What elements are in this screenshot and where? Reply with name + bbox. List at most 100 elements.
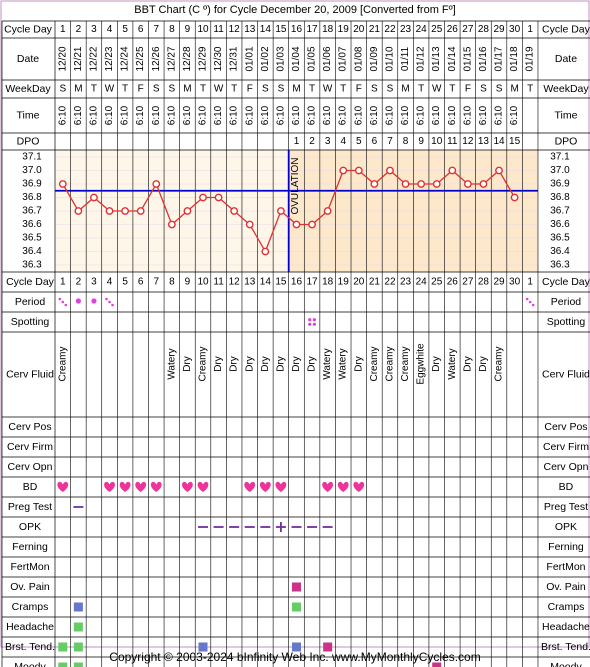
cycle_day-cell: 19 xyxy=(338,24,350,35)
row-label-right-dpo: DPO xyxy=(555,136,578,148)
temperature-point xyxy=(308,220,316,229)
row-label-right-moody: Moody xyxy=(550,661,582,667)
weekday-cell: S xyxy=(278,84,285,95)
bottom-cycle-day: 17 xyxy=(307,277,319,288)
headache-marker xyxy=(73,622,83,632)
row-label-bd: BD xyxy=(23,481,38,493)
row-label-right-cycle_day: Cycle Day xyxy=(542,24,590,36)
y-tick-label-right: 36.6 xyxy=(550,219,570,230)
weekday-cell: S xyxy=(496,84,503,95)
date-cell: 01/04 xyxy=(291,46,302,71)
y-tick-label-right: 36.9 xyxy=(550,179,570,190)
date-cell: 12/27 xyxy=(166,46,177,71)
dpo-cell: 13 xyxy=(478,136,490,147)
row-label-ferning: Ferning xyxy=(12,541,48,553)
moody-marker xyxy=(58,662,68,667)
date-cell: 12/23 xyxy=(104,46,115,71)
cycle_day-cell: 30 xyxy=(509,24,521,35)
bd-heart-icon xyxy=(119,481,131,492)
bottom-cycle-day: 1 xyxy=(527,277,533,288)
row-label-right-date: Date xyxy=(555,53,577,65)
row-label-right-fertmon: FertMon xyxy=(546,561,585,573)
bottom-cycle-day: 6 xyxy=(138,277,144,288)
bottom-cycle-day: 11 xyxy=(213,277,224,288)
temperature-point xyxy=(510,193,519,202)
bottom-cycle-day: 10 xyxy=(197,277,209,288)
y-tick-label: 36.4 xyxy=(22,246,42,257)
y-tick-label-right: 36.8 xyxy=(550,192,570,203)
bottom-cycle-day: 21 xyxy=(369,277,381,288)
bottom-cycle-day: 24 xyxy=(416,277,428,288)
y-tick-label: 36.6 xyxy=(22,219,42,230)
weekday-cell: T xyxy=(122,84,128,95)
row-label-cycle_day: Cycle Day xyxy=(4,24,53,36)
weekday-cell: S xyxy=(169,84,176,95)
temperature-point xyxy=(261,247,270,256)
cycle_day-cell: 5 xyxy=(122,24,128,35)
period-spot-marker xyxy=(64,303,68,307)
temperature-point xyxy=(121,207,130,215)
y-tick-label-right: 36.7 xyxy=(550,206,570,217)
cerv-fluid-cell: Creamy xyxy=(400,346,411,381)
y-tick-label: 37.1 xyxy=(22,152,42,163)
footer-copyright: Copyright © 2003-2024 bInfinity Web Inc.… xyxy=(109,650,480,664)
date-cell: 01/03 xyxy=(275,46,286,71)
bd-heart-icon xyxy=(337,481,349,492)
time-cell: 6:10 xyxy=(462,105,473,125)
breast-tenderness-marker xyxy=(323,642,333,652)
row-label-right-ferning: Ferning xyxy=(548,541,584,553)
cycle_day-cell: 25 xyxy=(431,24,443,35)
period-spot-marker xyxy=(61,300,65,304)
weekday-cell: W xyxy=(105,84,115,95)
row-label-right-time: Time xyxy=(555,110,578,122)
weekday-cell: F xyxy=(356,84,362,95)
temperature-point xyxy=(386,166,394,175)
temperature-point xyxy=(354,166,363,175)
date-cell: 12/31 xyxy=(229,46,240,71)
cycle_day-cell: 13 xyxy=(244,24,256,35)
dpo-cell: 12 xyxy=(462,136,474,147)
bottom-cycle-day: 12 xyxy=(229,277,241,288)
bd-heart-icon xyxy=(104,481,115,492)
y-tick-label: 36.3 xyxy=(22,260,42,271)
cycle_day-cell: 3 xyxy=(91,24,97,35)
cycle_day-cell: 6 xyxy=(138,24,144,35)
row-label-right-ov_pain: Ov. Pain xyxy=(546,581,586,593)
date-cell: 12/25 xyxy=(135,46,146,71)
spotting-marker xyxy=(308,322,312,326)
dpo-cell: 9 xyxy=(418,136,424,147)
temperature-point xyxy=(183,207,192,215)
y-tick-label: 36.7 xyxy=(22,206,42,217)
temperature-point xyxy=(463,180,472,188)
dpo-cell: 6 xyxy=(372,136,378,147)
dpo-cell: 8 xyxy=(403,136,409,147)
cerv-fluid-cell: Dry xyxy=(260,356,271,372)
weekday-cell: S xyxy=(387,84,394,95)
time-cell: 6:10 xyxy=(400,105,411,125)
cycle_day-cell: 1 xyxy=(60,24,66,35)
cycle_day-cell: 23 xyxy=(400,24,412,35)
row-label-cramps: Cramps xyxy=(12,601,49,613)
date-cell: 12/26 xyxy=(151,46,162,71)
cycle_day-cell: 1 xyxy=(527,24,533,35)
time-cell: 6:10 xyxy=(166,105,177,125)
y-tick-label: 36.5 xyxy=(22,233,42,244)
weekday-cell: F xyxy=(138,84,144,95)
period-spot-marker xyxy=(105,297,108,301)
breast-tenderness-marker xyxy=(198,642,208,652)
row-label-right-cerv_fluid: Cerv Fluid xyxy=(542,369,590,381)
date-cell: 01/09 xyxy=(369,46,380,71)
cerv-fluid-cell: Dry xyxy=(307,356,318,372)
row-label-right-cramps: Cramps xyxy=(548,601,585,613)
cerv-fluid-cell: Creamy xyxy=(384,346,395,381)
temperature-point xyxy=(74,207,83,215)
row-label-cerv_opn: Cerv Opn xyxy=(8,461,53,473)
cerv-fluid-cell: Dry xyxy=(462,356,473,372)
bottom-cycle-day: 28 xyxy=(478,277,490,288)
bottom-cycle-day: 29 xyxy=(493,277,505,288)
weekday-cell: F xyxy=(247,84,253,95)
temperature-point xyxy=(90,193,98,202)
period-spot-marker xyxy=(525,297,529,301)
cycle_day-cell: 26 xyxy=(447,24,459,35)
cerv-fluid-cell: Dry xyxy=(275,356,286,372)
